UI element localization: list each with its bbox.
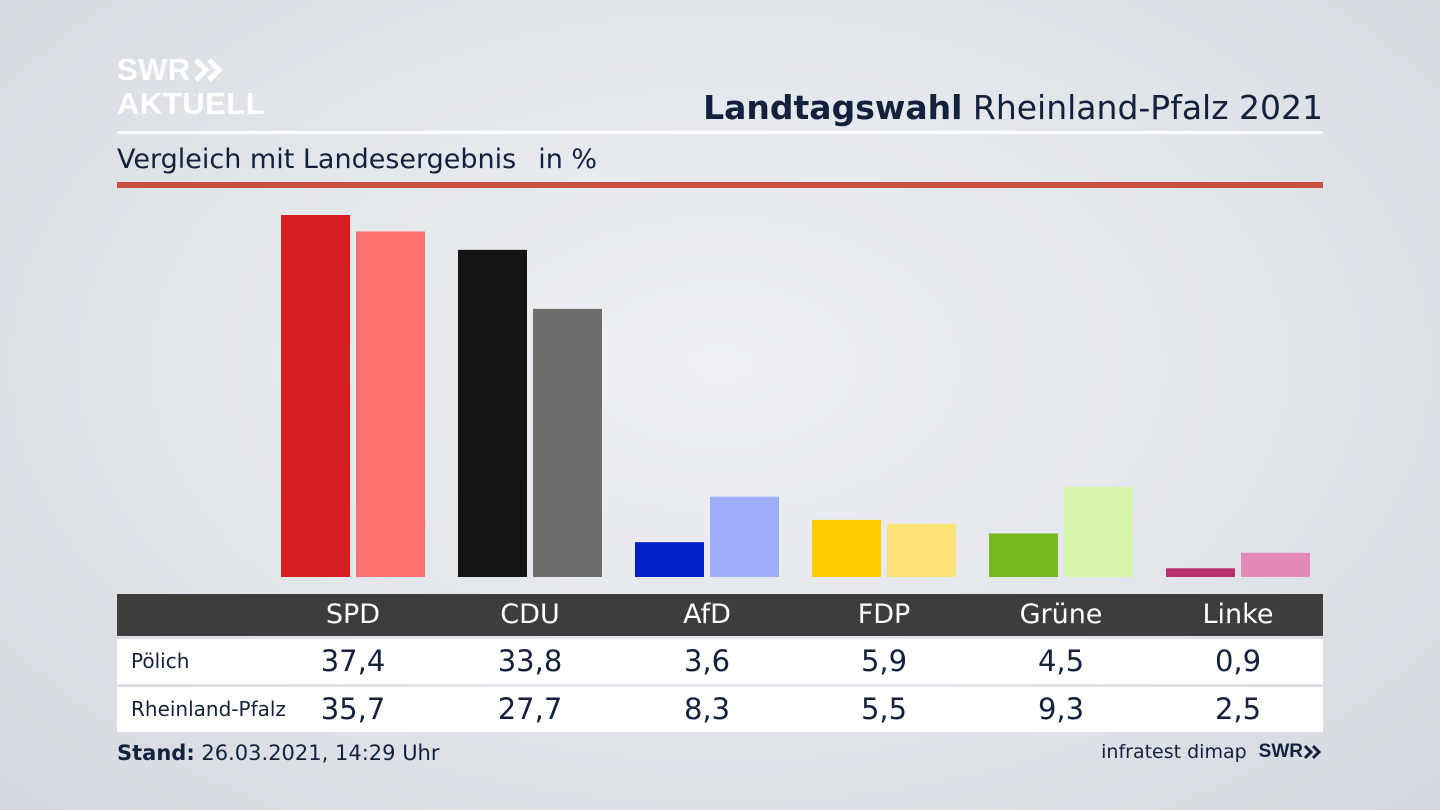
value-cell: 2,5 bbox=[1214, 692, 1262, 726]
bar-grne-state bbox=[1064, 486, 1133, 577]
column-header-grne: Grüne bbox=[1019, 599, 1103, 630]
logo-swr-text: SWR bbox=[117, 52, 191, 87]
value-cell: 5,5 bbox=[860, 692, 908, 726]
value-cell: 33,8 bbox=[497, 644, 563, 678]
value-cell: 3,6 bbox=[683, 644, 731, 678]
source-text: infratest dimap bbox=[1101, 741, 1247, 763]
bar-linke-state bbox=[1241, 552, 1310, 577]
value-cell: 8,3 bbox=[683, 692, 731, 726]
row-label: Rheinland-Pfalz bbox=[131, 697, 286, 721]
table-row: Rheinland-Pfalz 35,7 27,7 8,3 5,5 9,3 2,5 bbox=[117, 687, 1323, 732]
double-chevron-icon bbox=[1303, 744, 1322, 760]
column-header-cdu: CDU bbox=[500, 599, 560, 630]
value-cell: 5,9 bbox=[860, 644, 908, 678]
value-cell: 9,3 bbox=[1037, 692, 1085, 726]
bar-cdu-state bbox=[533, 308, 602, 577]
subtitle-text: Vergleich mit Landesergebnis bbox=[117, 144, 517, 175]
bar-chart bbox=[281, 215, 1310, 578]
value-cell: 0,9 bbox=[1214, 644, 1262, 678]
row-label: Pölich bbox=[131, 649, 190, 673]
stand-info: Stand: 26.03.2021, 14:29 Uhr bbox=[117, 741, 440, 765]
chart-subtitle: Vergleich mit Landesergebnis in % bbox=[117, 144, 597, 175]
bar-fdp-local bbox=[812, 519, 881, 577]
logo-aktuell-text: AKTUELL bbox=[117, 86, 266, 121]
stand-label: Stand: bbox=[117, 741, 195, 765]
table-row: Pölich 37,4 33,8 3,6 5,9 4,5 0,9 bbox=[117, 639, 1323, 684]
value-cell: 4,5 bbox=[1037, 644, 1085, 678]
bar-cdu-local bbox=[458, 249, 527, 578]
subtitle-unit: in % bbox=[538, 144, 598, 175]
stand-value: 26.03.2021, 14:29 Uhr bbox=[201, 741, 440, 765]
bar-fdp-state bbox=[887, 523, 956, 577]
bar-linke-local bbox=[1166, 568, 1235, 577]
double-chevron-icon bbox=[194, 57, 223, 82]
title-bold: Landtagswahl bbox=[703, 88, 963, 127]
swr-aktuell-logo: SWR AKTUELL bbox=[117, 54, 265, 119]
column-header-fdp: FDP bbox=[857, 599, 911, 630]
swr-brand: SWR bbox=[1259, 741, 1323, 763]
bar-afd-local bbox=[635, 542, 704, 577]
table-header: SPD CDU AfD FDP Grüne Linke bbox=[117, 594, 1323, 636]
bar-grne-local bbox=[989, 533, 1058, 577]
value-cell: 35,7 bbox=[320, 692, 386, 726]
column-header-spd: SPD bbox=[325, 599, 381, 630]
column-header-linke: Linke bbox=[1202, 599, 1274, 630]
value-cell: 37,4 bbox=[320, 644, 386, 678]
table-body: Pölich 37,4 33,8 3,6 5,9 4,5 0,9 Rheinland-Pfal… bbox=[117, 639, 1323, 732]
bar-spd-state bbox=[356, 231, 425, 578]
bar-afd-state bbox=[710, 496, 779, 577]
page-title: Landtagswahl Rheinland-Pfalz 2021 bbox=[703, 88, 1323, 127]
source-info: infratest dimap SWR bbox=[1101, 741, 1323, 763]
value-cell: 27,7 bbox=[497, 692, 563, 726]
results-table: SPD CDU AfD FDP Grüne Linke Pölich 37,4 33,8 3,6… bbox=[117, 594, 1323, 732]
accent-divider bbox=[117, 182, 1323, 188]
title-rest: Rheinland-Pfalz 2021 bbox=[972, 88, 1323, 127]
header-divider bbox=[117, 131, 1323, 134]
column-header-afd: AfD bbox=[683, 599, 731, 630]
swr-brand-text: SWR bbox=[1258, 741, 1303, 762]
bar-spd-local bbox=[281, 215, 350, 577]
